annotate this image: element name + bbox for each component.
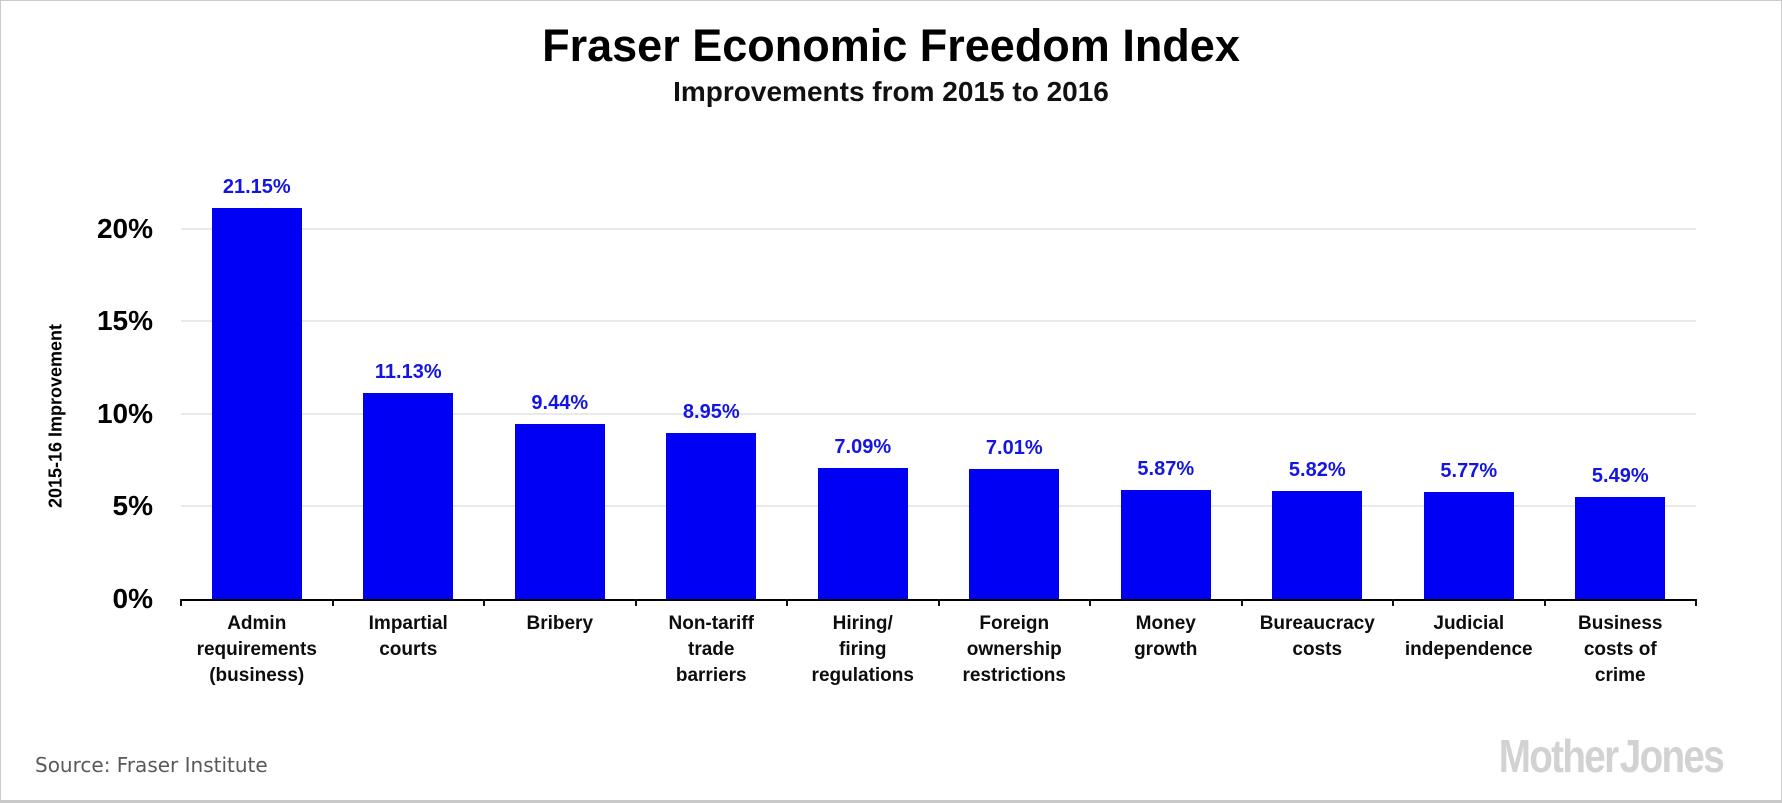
bar-value-label: 5.87% (1137, 458, 1195, 481)
category-label-line: Bureaucracy (1259, 613, 1375, 634)
plot-area: 21.15% 11.13% 9.44% 8.95% 7.09% 7.01% 5.87% 5.8… (181, 141, 1696, 601)
bar-value-label: 5.77% (1440, 460, 1498, 483)
x-tick-mark (1543, 599, 1546, 606)
bar-value-label: 5.49% (1591, 465, 1649, 488)
bar-value-label: 8.95% (682, 401, 740, 424)
category-label: Money growth (1090, 611, 1242, 689)
y-tick-label: 20% (96, 212, 153, 244)
bar (817, 467, 908, 599)
x-tick-mark (1240, 599, 1243, 606)
category-label-line: Impartial (368, 613, 448, 634)
bar-slot: 7.01% (939, 141, 1091, 599)
category-label-line: (business) (209, 665, 305, 686)
y-tick-label: 15% (96, 305, 153, 337)
bar (211, 207, 302, 599)
x-tick-mark (786, 599, 788, 606)
bar-slot: 5.77% (1393, 141, 1545, 599)
x-axis-category-labels: Admin requirements (business) Impartial cour… (181, 611, 1696, 689)
category-label-line: barriers (675, 665, 747, 686)
category-label-line: Hiring/ (832, 613, 893, 634)
category-label-line: growth (1134, 639, 1198, 660)
category-label: Admin requirements (business) (181, 611, 333, 689)
category-label-line: costs of (1583, 639, 1657, 660)
bar-slot: 5.82% (1242, 141, 1394, 599)
bar-slot: 7.09% (787, 141, 939, 599)
gridline (181, 320, 1696, 323)
bar-slot: 9.44% (484, 141, 636, 599)
y-tick-label: 5% (112, 490, 153, 522)
category-label-line: trade (688, 639, 735, 660)
category-label-line: costs (1292, 639, 1343, 660)
category-label-line: Non-tariff (668, 613, 754, 634)
category-label-line: crime (1594, 665, 1646, 686)
bar-value-label: 5.82% (1288, 459, 1346, 482)
bar (1575, 497, 1666, 599)
y-tick-label: 10% (96, 397, 153, 429)
category-label: Business costs of crime (1545, 611, 1697, 689)
x-axis-tick-marks (180, 599, 1697, 607)
x-tick-mark (1392, 599, 1394, 606)
category-label-line: firing (839, 639, 887, 660)
category-label: Judicial independence (1393, 611, 1545, 689)
category-label-line: Money (1135, 613, 1196, 634)
gridline (181, 505, 1696, 508)
y-axis-tick-labels: 0% 5% 10% 15% 20% (1, 141, 153, 612)
x-tick-mark (1695, 599, 1697, 606)
category-label-line: Admin (227, 613, 287, 634)
bar-value-label: 7.09% (834, 435, 892, 458)
category-label-line: Bribery (526, 613, 594, 634)
gridline (181, 412, 1696, 415)
bar-slot: 21.15% (181, 141, 333, 599)
category-label-line: restrictions (962, 665, 1066, 686)
bar-value-label: 7.01% (985, 437, 1043, 460)
category-label: Bureaucracy costs (1242, 611, 1394, 689)
chart-subtitle: Improvements from 2015 to 2016 (673, 75, 1109, 107)
mother-jones-logo: Mother Jones (1498, 730, 1725, 782)
bar (666, 433, 757, 599)
bar (363, 393, 454, 599)
category-label: Bribery (484, 611, 636, 689)
y-tick-label: 0% (112, 583, 153, 614)
bar-value-label: 21.15% (222, 175, 291, 198)
bar (1423, 492, 1514, 599)
category-label-line: ownership (966, 639, 1062, 660)
x-tick-mark (937, 599, 940, 606)
category-label-line: regulations (811, 665, 914, 686)
x-tick-mark (331, 599, 334, 606)
category-label: Hiring/firing regulations (787, 611, 939, 689)
category-label-line: Foreign (979, 613, 1050, 634)
bar-layer: 21.15% 11.13% 9.44% 8.95% 7.09% 7.01% 5.87% 5.8… (181, 141, 1696, 599)
category-label: Impartial courts (333, 611, 485, 689)
bar-slot: 8.95% (636, 141, 788, 599)
bar-slot: 5.87% (1090, 141, 1242, 599)
bar-slot: 11.13% (333, 141, 485, 599)
category-label: Non-tariff trade barriers (636, 611, 788, 689)
bar-value-label: 9.44% (531, 392, 589, 415)
bar (1120, 490, 1211, 599)
bar-slot: 5.49% (1545, 141, 1697, 599)
source-note: Source: Fraser Institute (35, 753, 268, 777)
x-tick-mark (634, 599, 637, 606)
category-label-line: independence (1404, 639, 1533, 660)
category-label-line: courts (379, 639, 438, 660)
bar (969, 469, 1060, 599)
bar (1272, 491, 1363, 599)
x-tick-mark (180, 599, 182, 606)
category-label-line: Judicial (1433, 613, 1505, 634)
category-label-line: Business (1578, 613, 1663, 634)
bar-value-label: 11.13% (374, 361, 442, 384)
x-tick-mark (1089, 599, 1091, 606)
bar (514, 424, 605, 599)
x-tick-mark (483, 599, 485, 606)
category-label: Foreign ownership restrictions (939, 611, 1091, 689)
gridline (181, 227, 1696, 230)
category-label-line: requirements (196, 639, 317, 660)
chart-title: Fraser Economic Freedom Index (542, 20, 1240, 71)
